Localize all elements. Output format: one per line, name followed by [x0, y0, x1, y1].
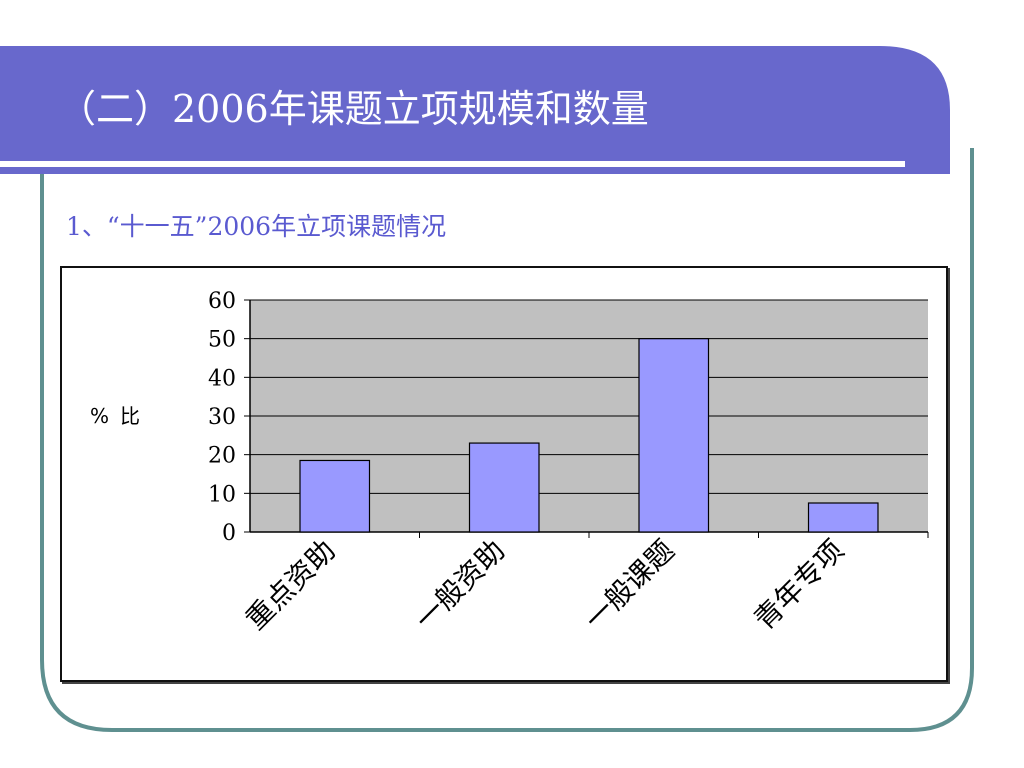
x-category-label: 一般资助: [409, 534, 512, 637]
x-category-label: 一般课题: [578, 534, 681, 637]
y-tick-label: 60: [208, 289, 236, 314]
y-tick-label: 20: [208, 444, 236, 469]
bar: [638, 338, 710, 533]
x-category-label: 青年专项: [748, 534, 851, 637]
bar: [299, 459, 371, 533]
y-tick-label: 40: [208, 366, 236, 391]
y-tick-label: 50: [208, 328, 236, 353]
slide-subtitle: 1、“十一五”2006年立项课题情况: [66, 212, 447, 241]
x-category-label: 重点资助: [239, 534, 342, 637]
bar: [807, 502, 879, 533]
y-axis-label-ratio: 比: [120, 404, 140, 428]
slide-title: （二）2006年课题立项规模和数量: [58, 87, 649, 131]
bar: [468, 442, 540, 533]
chart-container: 0 10 20 30 40 50 60% 比重点资助 一般资助 一般课题 青年专项: [60, 266, 948, 682]
content-frame-border: [40, 148, 974, 732]
title-band: [0, 46, 950, 174]
y-tick-label: 0: [222, 521, 236, 546]
y-tick-label: 30: [208, 405, 236, 430]
title-band-shape: [0, 46, 950, 174]
y-axis-label-percent: %: [90, 404, 109, 428]
y-tick-label: 10: [208, 482, 236, 507]
